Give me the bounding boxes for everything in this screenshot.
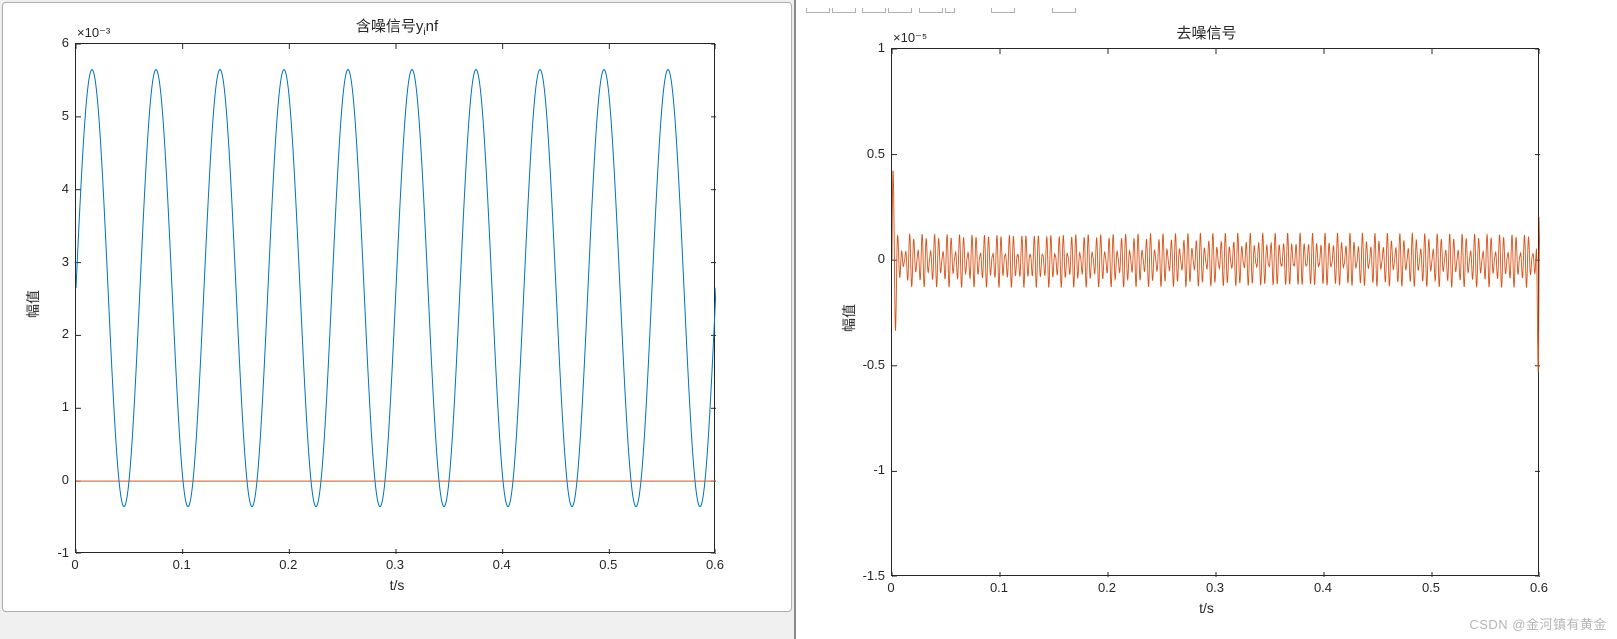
- y-tick-label: 6: [33, 35, 69, 50]
- y-tick-label: 1: [33, 399, 69, 414]
- x-tick-label: 0.1: [984, 580, 1014, 595]
- y-tick-label: 0: [849, 251, 885, 266]
- y-tick-label: 5: [33, 108, 69, 123]
- plot-area-left: [75, 43, 715, 553]
- x-tick-label: 0.1: [167, 557, 197, 572]
- y-tick-label: -1: [33, 545, 69, 560]
- chart-title-left: 含噪信号yinf: [3, 15, 791, 38]
- y-exponent-right: ×10⁻⁵: [893, 30, 927, 46]
- y-tick-label: 0: [33, 472, 69, 487]
- x-tick-label: 0.3: [1200, 580, 1230, 595]
- figure-panel-left: 含噪信号yinf ×10⁻³ 幅值 t/s 0 0.1 0.2 0.3 0.4 0.5 0.…: [2, 2, 792, 612]
- y-exponent-left: ×10⁻³: [77, 25, 110, 41]
- x-tick-label: 0.6: [1524, 580, 1554, 595]
- toolbar-fragment: [806, 0, 1607, 6]
- plot-area-right: [891, 48, 1539, 576]
- y-axis-label-right: 幅值: [839, 304, 859, 332]
- x-tick-label: 0.2: [1092, 580, 1122, 595]
- x-tick-label: 0.4: [1308, 580, 1338, 595]
- y-axis-label-left: 幅值: [23, 290, 43, 318]
- x-tick-label: 0.2: [273, 557, 303, 572]
- x-tick-label: 0.3: [380, 557, 410, 572]
- y-tick-label: -1: [849, 462, 885, 477]
- y-tick-label: 1: [849, 40, 885, 55]
- plot-svg-left: [76, 44, 716, 554]
- y-tick-label: -0.5: [849, 357, 885, 372]
- plot-svg-right: [892, 49, 1540, 577]
- x-axis-label-left: t/s: [3, 577, 791, 593]
- y-tick-label: 2: [33, 326, 69, 341]
- watermark: CSDN @金河镇有黄金: [1469, 614, 1607, 633]
- y-tick-label: 4: [33, 181, 69, 196]
- figure-panel-right: 去噪信号 ×10⁻⁵ 幅值 t/s CSDN @金河镇有黄金 00.10.20.…: [794, 0, 1617, 639]
- y-tick-label: -1.5: [849, 568, 885, 583]
- x-tick-label: 0.4: [487, 557, 517, 572]
- y-tick-label: 3: [33, 254, 69, 269]
- x-tick-label: 0.6: [700, 557, 730, 572]
- x-tick-label: 0.5: [593, 557, 623, 572]
- x-tick-label: 0.5: [1416, 580, 1446, 595]
- y-tick-label: 0.5: [849, 146, 885, 161]
- figure-container: 含噪信号yinf ×10⁻³ 幅值 t/s 0 0.1 0.2 0.3 0.4 0.5 0.…: [0, 0, 1617, 639]
